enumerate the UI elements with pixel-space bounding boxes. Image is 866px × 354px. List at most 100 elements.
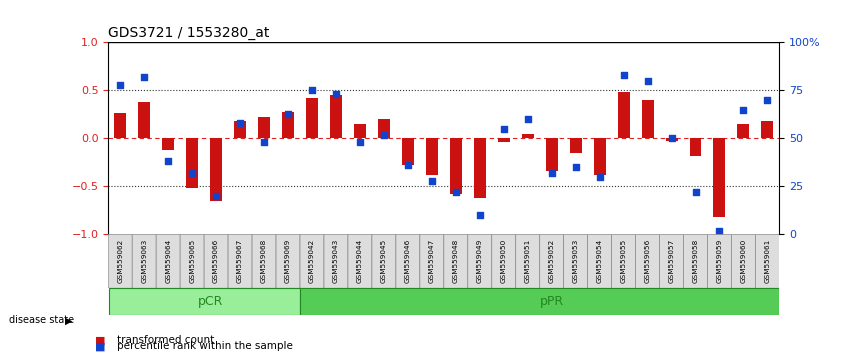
Bar: [354, 124, 366, 138]
Text: pCR: pCR: [197, 295, 223, 308]
Text: GSM559064: GSM559064: [165, 239, 171, 283]
Bar: [139, 102, 150, 138]
Point: [592, 174, 606, 180]
Bar: [378, 119, 390, 138]
Text: GSM559062: GSM559062: [117, 239, 123, 283]
Bar: [714, 138, 726, 217]
Text: GSM559069: GSM559069: [285, 239, 291, 283]
FancyBboxPatch shape: [683, 234, 708, 288]
Text: percentile rank within the sample: percentile rank within the sample: [117, 341, 293, 351]
Point: [713, 228, 727, 233]
Point: [257, 139, 271, 145]
Point: [545, 170, 559, 176]
Point: [760, 97, 774, 103]
FancyBboxPatch shape: [540, 234, 564, 288]
Bar: [402, 138, 414, 165]
Bar: [617, 92, 630, 138]
FancyBboxPatch shape: [443, 234, 468, 288]
Point: [473, 212, 487, 218]
FancyBboxPatch shape: [516, 234, 540, 288]
Text: ■: ■: [95, 341, 106, 351]
Point: [353, 139, 367, 145]
Text: ▶: ▶: [65, 315, 73, 325]
FancyBboxPatch shape: [204, 234, 228, 288]
Text: GSM559058: GSM559058: [693, 239, 699, 283]
Bar: [426, 138, 438, 175]
Bar: [186, 138, 198, 188]
FancyBboxPatch shape: [732, 234, 755, 288]
Point: [377, 132, 391, 137]
Text: GSM559054: GSM559054: [597, 239, 603, 283]
Text: GSM559050: GSM559050: [501, 239, 507, 283]
Point: [113, 82, 127, 87]
Bar: [449, 138, 462, 194]
Text: GSM559045: GSM559045: [381, 239, 387, 283]
Bar: [666, 138, 677, 141]
FancyBboxPatch shape: [300, 234, 324, 288]
Text: GSM559051: GSM559051: [525, 239, 531, 283]
Point: [425, 178, 439, 183]
Point: [688, 189, 702, 195]
Text: transformed count: transformed count: [117, 335, 214, 345]
Text: GSM559053: GSM559053: [572, 239, 578, 283]
FancyBboxPatch shape: [564, 234, 588, 288]
FancyBboxPatch shape: [228, 234, 252, 288]
Point: [569, 164, 583, 170]
Point: [449, 189, 462, 195]
Point: [497, 126, 511, 132]
Text: GSM559044: GSM559044: [357, 239, 363, 283]
Bar: [570, 138, 582, 153]
FancyBboxPatch shape: [492, 234, 516, 288]
Bar: [234, 121, 246, 138]
FancyBboxPatch shape: [396, 234, 420, 288]
FancyBboxPatch shape: [372, 234, 396, 288]
Text: GSM559048: GSM559048: [453, 239, 459, 283]
Text: ■: ■: [95, 335, 106, 345]
FancyBboxPatch shape: [420, 234, 443, 288]
Bar: [642, 100, 654, 138]
Bar: [498, 138, 510, 142]
FancyBboxPatch shape: [708, 234, 732, 288]
Bar: [474, 138, 486, 198]
Point: [233, 120, 247, 126]
Text: GSM559046: GSM559046: [405, 239, 410, 283]
Point: [641, 78, 655, 84]
FancyBboxPatch shape: [588, 234, 611, 288]
Point: [185, 170, 199, 176]
Bar: [210, 138, 222, 201]
Bar: [114, 113, 126, 138]
Text: GSM559063: GSM559063: [141, 239, 147, 283]
Bar: [330, 95, 342, 138]
FancyBboxPatch shape: [636, 234, 660, 288]
FancyBboxPatch shape: [132, 234, 156, 288]
Point: [664, 136, 678, 141]
FancyBboxPatch shape: [109, 288, 300, 315]
Text: GSM559055: GSM559055: [621, 239, 627, 283]
Bar: [738, 124, 749, 138]
Text: GSM559043: GSM559043: [333, 239, 339, 283]
FancyBboxPatch shape: [180, 234, 204, 288]
Text: GSM559059: GSM559059: [716, 239, 722, 283]
Text: GSM559068: GSM559068: [261, 239, 267, 283]
Point: [161, 159, 175, 164]
Point: [210, 193, 223, 199]
Point: [617, 72, 630, 78]
Bar: [689, 138, 701, 156]
FancyBboxPatch shape: [755, 234, 779, 288]
Point: [305, 88, 319, 93]
Bar: [761, 121, 773, 138]
FancyBboxPatch shape: [324, 234, 348, 288]
Text: GSM559061: GSM559061: [765, 239, 771, 283]
Bar: [593, 138, 605, 175]
Bar: [282, 112, 294, 138]
Text: GSM559049: GSM559049: [477, 239, 482, 283]
FancyBboxPatch shape: [156, 234, 180, 288]
Text: disease state: disease state: [9, 315, 74, 325]
Text: GSM559057: GSM559057: [669, 239, 675, 283]
Bar: [162, 138, 174, 150]
Point: [138, 74, 152, 80]
Text: GSM559060: GSM559060: [740, 239, 746, 283]
Bar: [306, 98, 318, 138]
FancyBboxPatch shape: [301, 288, 779, 315]
Text: pPR: pPR: [540, 295, 564, 308]
